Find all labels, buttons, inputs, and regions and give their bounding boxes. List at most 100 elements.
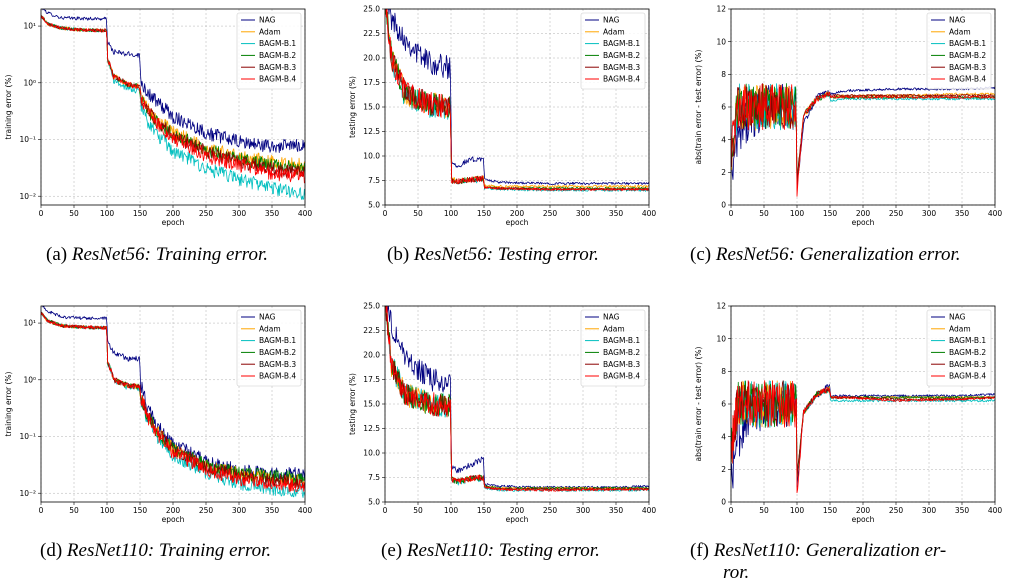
chart-d-svg: 0 50 100 150 200 250 300 350 400 10⁻² 10⁻¹ 10⁰ 10¹ ep… (4, 305, 313, 524)
series-line-bagm-b-2 (731, 83, 995, 183)
series-line-bagm-b-3 (731, 83, 995, 184)
legend-label: NAG (259, 313, 276, 322)
caption-f-letter: (f) (690, 540, 709, 561)
legend-label: BAGM-B.3 (603, 63, 640, 72)
caption-f-continued: ror. (723, 562, 749, 584)
y-axis-label: training error (%) (4, 74, 13, 139)
x-tick-label: 350 (955, 209, 970, 218)
x-tick-label: 350 (955, 506, 970, 515)
legend-label: BAGM-B.2 (949, 348, 986, 357)
x-tick-label: 100 (444, 209, 459, 218)
x-tick-label: 250 (889, 506, 904, 515)
chart-c-svg: 0 50 100 150 200 250 300 350 400 0 2 4 6 8 10 12 epoch ab… (694, 5, 1002, 227)
y-tick-label: 25.0 (363, 302, 380, 311)
chart-panel-b: 0 50 100 150 200 250 300 350 400 5.0 7.5 10.0 12.5 15… (345, 0, 675, 227)
caption-c-text: ResNet56: Generalization error. (715, 244, 961, 265)
y-tick-label: 15.0 (363, 400, 380, 409)
y-tick-label: 5.0 (368, 201, 380, 210)
y-tick-label: 7.5 (368, 473, 380, 482)
legend-label: BAGM-B.1 (259, 39, 296, 48)
x-tick-label: 250 (543, 209, 558, 218)
legend-label: BAGM-B.4 (603, 372, 640, 381)
series-line-bagm-b-4 (385, 306, 649, 492)
chart-a-svg: 0 50 100 150 200 250 300 350 400 10⁻² 10⁻¹ 10⁰ 10¹ ep… (4, 8, 312, 227)
x-tick-label: 0 (39, 506, 44, 515)
series-group (731, 380, 995, 494)
y-tick-label: 17.5 (363, 375, 380, 384)
y-tick-label: 10 (716, 37, 726, 46)
y-tick-label: 5.0 (368, 498, 380, 507)
x-tick-label: 0 (39, 209, 44, 218)
x-tick-label: 350 (265, 209, 280, 218)
y-axis-label: abs(train error - test error) (%) (694, 49, 703, 164)
x-tick-label: 50 (413, 209, 423, 218)
series-line-nag (42, 9, 305, 153)
series-line-bagm-b-4 (731, 83, 995, 197)
legend-label: BAGM-B.1 (949, 336, 986, 345)
legend: NAG Adam BAGM-B.1 BAGM-B.2 BAGM-B.3 BAGM-B.4 (580, 309, 646, 387)
legend-label: NAG (949, 16, 966, 25)
legend-label: BAGM-B.2 (259, 51, 296, 60)
x-tick-label: 300 (576, 506, 591, 515)
chart-e-svg: 0 50 100 150 200 250 300 350 400 5.0 7.5 10.0 12.5 15… (348, 302, 657, 524)
x-tick-label: 300 (576, 209, 591, 218)
x-tick-label: 150 (823, 209, 838, 218)
x-tick-label: 300 (232, 209, 247, 218)
legend-label: BAGM-B.1 (259, 336, 296, 345)
x-tick-label: 200 (856, 506, 871, 515)
x-tick-label: 350 (265, 506, 280, 515)
x-tick-label: 50 (69, 506, 79, 515)
legend-label: BAGM-B.4 (259, 75, 296, 84)
series-line-bagm-b-4 (731, 380, 995, 494)
x-tick-label: 350 (609, 506, 624, 515)
series-group (731, 83, 995, 197)
x-axis-label: epoch (506, 218, 529, 227)
x-tick-label: 300 (922, 506, 937, 515)
series-line-nag (385, 9, 649, 186)
x-tick-label: 150 (133, 209, 148, 218)
legend-label: BAGM-B.3 (949, 360, 986, 369)
x-tick-label: 100 (790, 209, 805, 218)
x-tick-label: 250 (543, 506, 558, 515)
legend: NAG Adam BAGM-B.1 BAGM-B.2 BAGM-B.3 BAGM-B.4 (236, 12, 302, 90)
legend: NAG Adam BAGM-B.1 BAGM-B.2 BAGM-B.3 BAGM-B.4 (926, 12, 992, 90)
caption-c-letter: (c) (690, 244, 712, 265)
x-tick-label: 400 (988, 506, 1003, 515)
y-axis-label: training error (%) (4, 371, 13, 436)
y-tick-label: 20.0 (363, 54, 380, 63)
x-tick-label: 200 (166, 506, 181, 515)
legend-label: BAGM-B.2 (603, 51, 640, 60)
x-tick-label: 300 (232, 506, 247, 515)
y-tick-label: 22.5 (363, 29, 380, 38)
legend-label: Adam (603, 324, 625, 333)
x-tick-label: 400 (642, 506, 657, 515)
y-tick-label: 17.5 (363, 78, 380, 87)
x-tick-label: 200 (510, 506, 525, 515)
y-tick-label: 10⁻² (19, 489, 36, 498)
series-group (385, 9, 649, 192)
series-group (385, 306, 649, 492)
grid (40, 306, 306, 502)
x-tick-label: 0 (729, 506, 734, 515)
legend-label: BAGM-B.3 (603, 360, 640, 369)
y-tick-label: 12 (716, 302, 726, 311)
y-tick-label: 25.0 (363, 5, 380, 14)
caption-f-text: ResNet110: Generalization er- (713, 540, 947, 561)
y-axis-label: abs(train error - test error) (%) (694, 346, 703, 461)
y-tick-label: 12 (716, 5, 726, 14)
x-tick-label: 50 (413, 506, 423, 515)
chart-panel-a: 0 50 100 150 200 250 300 350 400 10⁻² 10⁻¹ 10⁰ 10¹ ep… (0, 0, 330, 227)
caption-e: (e) ResNet110: Testing error. (381, 540, 600, 562)
x-tick-label: 250 (199, 209, 214, 218)
y-tick-label: 7.5 (368, 176, 380, 185)
x-tick-label: 400 (298, 506, 313, 515)
caption-a-letter: (a) (46, 244, 68, 265)
y-tick-label: 12.5 (363, 424, 380, 433)
legend-label: BAGM-B.3 (259, 63, 296, 72)
caption-c: (c) ResNet56: Generalization error. (690, 244, 961, 266)
x-tick-label: 100 (444, 506, 459, 515)
x-tick-label: 100 (100, 209, 115, 218)
chart-b-svg: 0 50 100 150 200 250 300 350 400 5.0 7.5 10.0 12.5 15… (348, 5, 656, 227)
x-tick-label: 0 (729, 209, 734, 218)
legend-label: NAG (949, 313, 966, 322)
